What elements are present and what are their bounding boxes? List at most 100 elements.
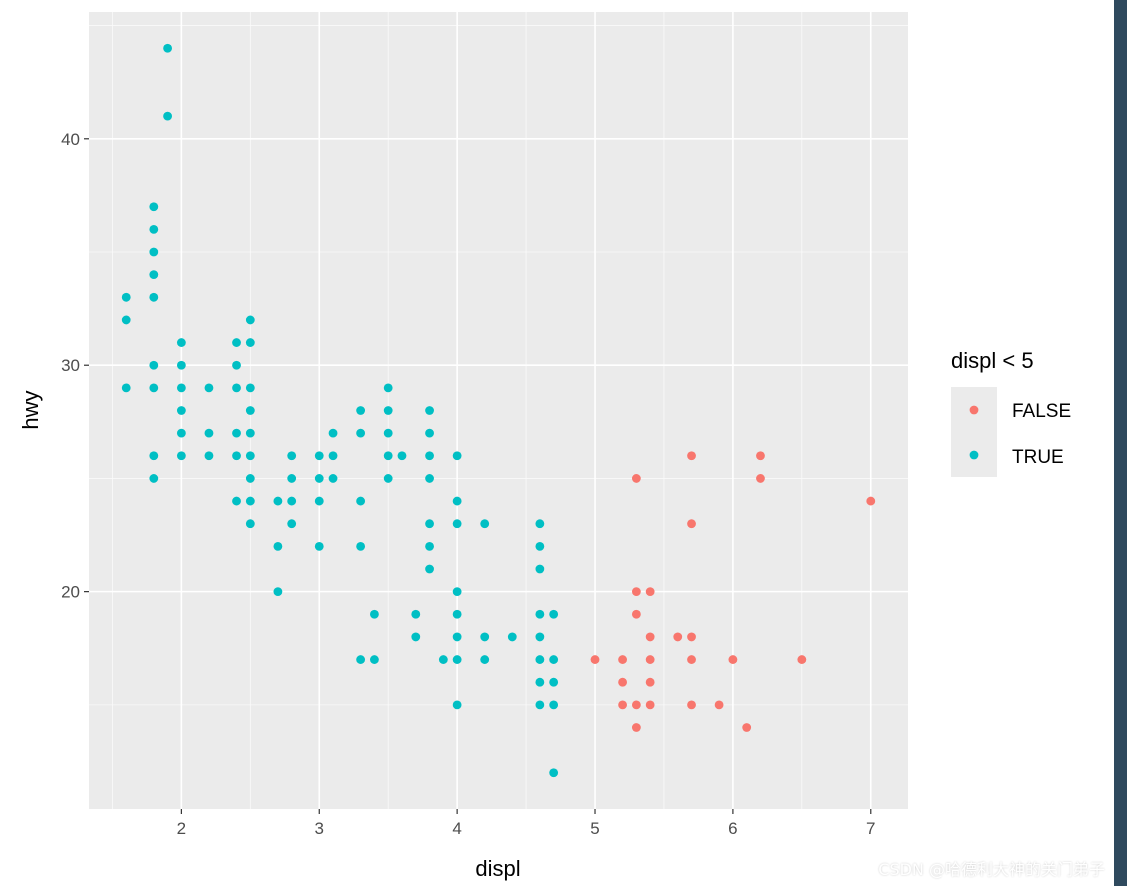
panel-background (89, 12, 908, 809)
data-point-true (176, 406, 186, 415)
data-point-true (149, 360, 159, 370)
data-point-false (866, 496, 876, 506)
data-point-true (411, 632, 421, 642)
data-point-true (176, 383, 186, 393)
data-point-false (797, 655, 807, 664)
data-point-true (232, 496, 241, 506)
data-point-true (397, 451, 407, 461)
x-tick-label: 4 (452, 819, 461, 838)
data-point-true (452, 655, 462, 664)
legend-label-false: FALSE (1012, 401, 1071, 422)
data-point-false (631, 700, 641, 710)
data-point-true (149, 292, 159, 302)
data-point-true (149, 247, 159, 257)
data-point-true (314, 474, 324, 483)
data-point-true (232, 360, 241, 370)
data-point-true (245, 428, 255, 438)
window-edge-bar (1114, 0, 1127, 886)
data-point-true (356, 428, 366, 438)
data-point-false (618, 700, 627, 710)
data-point-true (425, 541, 434, 551)
data-point-true (121, 315, 131, 325)
data-point-false (756, 474, 765, 483)
data-point-true (452, 496, 462, 506)
data-point-true (176, 338, 186, 347)
data-point-true (163, 43, 172, 53)
data-point-false (687, 451, 696, 461)
x-tick-label: 6 (728, 819, 737, 838)
data-point-true (287, 451, 297, 461)
data-point-true (452, 632, 462, 642)
data-point-true (176, 428, 186, 438)
data-point-true (356, 406, 366, 415)
data-point-true (232, 451, 241, 461)
data-point-false (590, 655, 600, 664)
data-point-false (687, 700, 696, 710)
data-point-false (714, 700, 724, 710)
data-point-true (549, 768, 559, 778)
data-point-true (356, 541, 366, 551)
data-point-true (176, 451, 186, 461)
data-point-true (149, 474, 159, 483)
data-point-true (176, 360, 186, 370)
data-point-true (163, 111, 172, 121)
data-point-true (149, 383, 159, 393)
data-point-true (425, 564, 434, 574)
data-point-true (245, 451, 255, 461)
data-point-true (535, 632, 545, 642)
data-point-false (631, 587, 641, 597)
data-point-true (149, 270, 159, 280)
data-point-true (287, 496, 297, 506)
data-point-true (383, 383, 393, 393)
data-point-false (618, 655, 627, 664)
watermark-text: CSDN @哈德利大神的关门弟子 (878, 860, 1105, 879)
data-point-true (245, 406, 255, 415)
data-point-true (328, 451, 338, 461)
data-point-false (645, 587, 655, 597)
points-layer (121, 43, 876, 778)
data-point-true (549, 655, 559, 664)
data-point-true (245, 338, 255, 347)
data-point-true (121, 383, 131, 393)
data-point-true (507, 632, 517, 642)
data-point-false (673, 632, 683, 642)
data-point-true (480, 655, 490, 664)
legend: displ < 5 FALSE TRUE (951, 348, 1071, 477)
x-tick-label: 2 (177, 819, 186, 838)
data-point-true (535, 519, 545, 529)
data-point-false (645, 677, 655, 687)
data-point-true (245, 315, 255, 325)
legend-dot-true (969, 450, 979, 460)
data-point-true (452, 519, 462, 529)
data-point-true (204, 383, 214, 393)
data-point-true (425, 451, 434, 461)
data-point-true (314, 541, 324, 551)
data-point-true (535, 700, 545, 710)
data-point-true (383, 406, 393, 415)
data-point-true (149, 224, 159, 234)
data-point-true (383, 428, 393, 438)
data-point-true (535, 677, 545, 687)
data-point-false (742, 723, 752, 732)
data-point-true (245, 474, 255, 483)
axis-ticks (84, 138, 872, 814)
y-tick-label: 30 (61, 356, 80, 375)
data-point-true (549, 677, 559, 687)
data-point-true (314, 496, 324, 506)
data-point-true (452, 609, 462, 619)
data-point-true (356, 655, 366, 664)
data-point-false (645, 632, 655, 642)
y-axis-title: hwy (18, 390, 43, 429)
data-point-true (245, 519, 255, 529)
grid-minor (89, 12, 908, 809)
data-point-true (535, 655, 545, 664)
legend-dot-false (969, 405, 979, 415)
data-point-true (273, 587, 283, 597)
data-point-true (425, 474, 434, 483)
data-point-true (549, 609, 559, 619)
x-tick-label: 7 (866, 819, 875, 838)
x-tick-label: 5 (590, 819, 599, 838)
data-point-true (245, 496, 255, 506)
data-point-true (480, 519, 490, 529)
